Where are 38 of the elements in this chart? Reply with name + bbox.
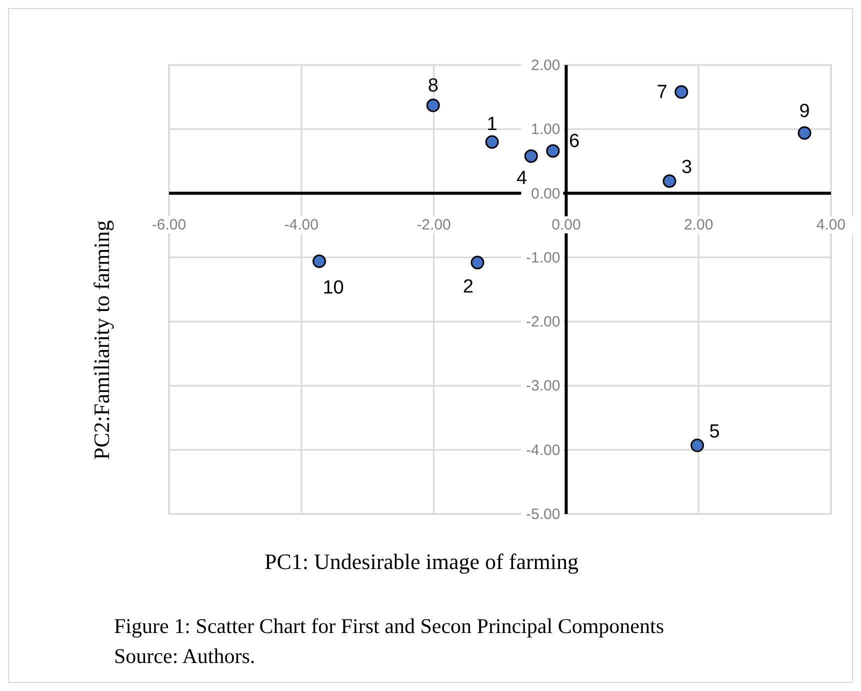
point: [524, 149, 538, 163]
y-axis-title: PC2:Familiarity to farming: [89, 220, 115, 460]
point: [798, 126, 812, 140]
point: [426, 98, 440, 112]
x-tick-label: 4.00: [816, 216, 846, 234]
caption: Figure 1: Scatter Chart for First and Secon Principal Components: [114, 613, 664, 640]
annotation: 5: [709, 421, 720, 442]
x-tick-label: 0.00: [552, 216, 581, 234]
y-tick-label: -2.00: [526, 314, 560, 331]
point: [674, 85, 688, 99]
x-tick-label: -6.00: [152, 216, 186, 234]
y-tick-label: -1.00: [526, 249, 560, 266]
x-tick-label: -2.00: [416, 216, 451, 234]
annotation: 7: [656, 82, 668, 103]
point: [662, 174, 676, 188]
x-tick-label: -4.00: [284, 216, 318, 234]
y-tick-label: 1.00: [530, 121, 560, 138]
annotation: 9: [799, 100, 810, 122]
point: [470, 256, 484, 270]
y-tick-label: -3.00: [526, 378, 560, 395]
annotation: 4: [516, 168, 528, 190]
point: [690, 438, 704, 452]
point: [312, 254, 326, 268]
x-axis-title: PC1: Undesirable image of farming: [263, 549, 580, 575]
x-tick-label: 2.00: [684, 216, 714, 234]
y-tick-label: -4.00: [526, 442, 560, 459]
y-tick-label: 0.00: [530, 185, 560, 202]
annotation: 6: [568, 130, 580, 152]
annotation: 8: [428, 75, 438, 96]
y-tick-label: -5.00: [526, 506, 560, 523]
y-tick-label: 2.00: [530, 57, 560, 74]
point: [546, 144, 560, 158]
annotation: 3: [681, 157, 692, 178]
point: [485, 135, 499, 149]
annotation: 2: [462, 276, 474, 298]
annotation: 10: [322, 277, 344, 298]
annotation: 1: [486, 114, 498, 135]
source-note: Source: Authors.: [114, 643, 256, 670]
